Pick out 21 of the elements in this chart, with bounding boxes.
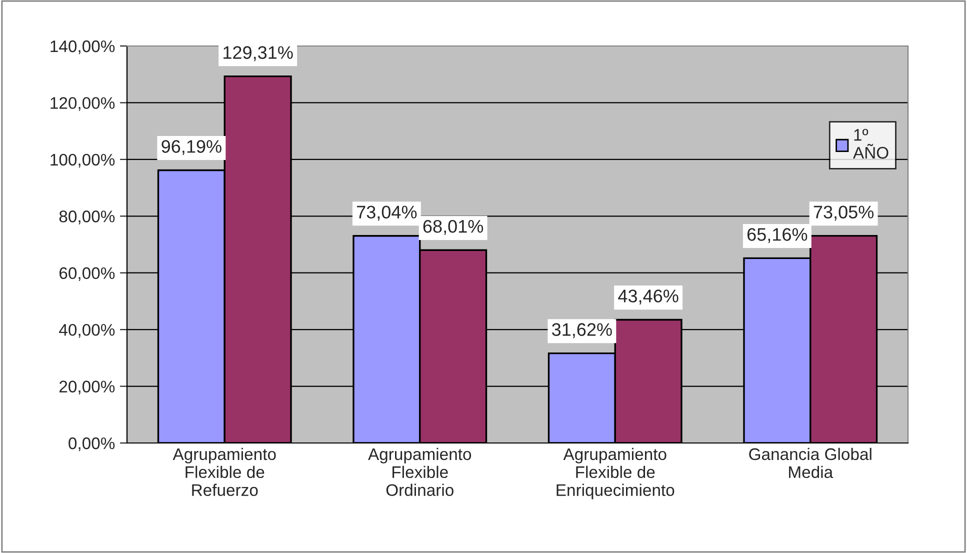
data-label: 129,31% (224, 46, 293, 62)
y-tick-label: 140,00% (50, 40, 115, 54)
data-label: 65,16% (747, 228, 808, 243)
y-tick-label: 0,00% (68, 437, 115, 452)
data-label: 96,19% (162, 140, 222, 155)
x-tick-label: Agrupamiento Flexible Ordinario (368, 448, 472, 496)
data-label: 73,04% (356, 206, 417, 221)
data-label: 73,05% (814, 206, 874, 221)
data-label: 68,01% (423, 220, 484, 235)
y-tick-label: 80,00% (59, 210, 115, 224)
legend-label: 1º AÑO (853, 128, 888, 159)
y-tick-label: 60,00% (60, 267, 115, 282)
data-label: 31,62% (552, 323, 612, 338)
data-label: 43,46% (618, 290, 678, 305)
x-tick-label: Agrupamiento Flexible de Enriquecimiento (556, 448, 674, 500)
y-tick-label: 120,00% (50, 97, 115, 111)
y-tick-label: 100,00% (50, 154, 115, 168)
x-tick-label: Ganancia Global Media (749, 448, 872, 478)
y-tick-label: 20,00% (60, 380, 115, 394)
y-tick-label: 40,00% (59, 324, 115, 338)
x-tick-label: Agrupamiento Flexible de Refuerzo (172, 448, 276, 496)
